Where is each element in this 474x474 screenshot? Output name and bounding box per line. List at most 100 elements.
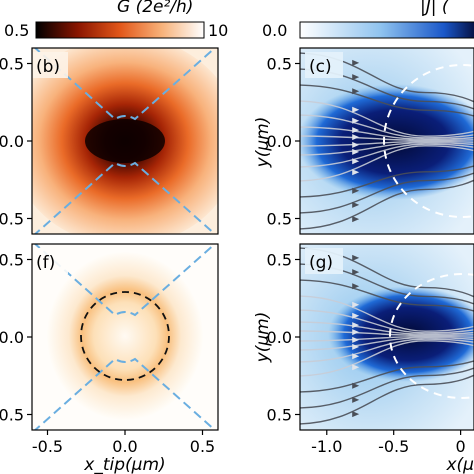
streamline bbox=[300, 374, 474, 425]
panel-f-x-axis-label: x_tip(µm) bbox=[83, 455, 165, 474]
streamline bbox=[300, 367, 474, 409]
streamline bbox=[300, 84, 474, 117]
streamline-arrow bbox=[352, 353, 360, 360]
streamline-arrow bbox=[352, 127, 360, 134]
gate-outline bbox=[33, 244, 217, 430]
streamline-arrow bbox=[352, 187, 360, 194]
streamline-arrow bbox=[352, 283, 360, 290]
x-tick-label: 0.0 bbox=[112, 437, 137, 456]
streamline bbox=[300, 172, 474, 214]
streamline bbox=[300, 335, 474, 342]
y-tick-label: 0.0 bbox=[0, 132, 24, 151]
streamline-arrow bbox=[352, 396, 360, 403]
streamline-arrow bbox=[352, 269, 360, 276]
panel-f: 0.5 0.0 0.5 -0.5 0.0 0.5 bbox=[0, 243, 219, 456]
current-colorbar-min: 0.0 bbox=[262, 21, 287, 40]
panel-g: 0.5 0.0 0.5 -1.0 -0.5 0 bbox=[267, 243, 474, 456]
conductance-colorbar-min: 0.5 bbox=[4, 21, 29, 40]
streamline bbox=[300, 114, 474, 139]
panel-c-label: (c) bbox=[309, 57, 332, 77]
streamline-arrow bbox=[352, 382, 360, 389]
streamline-arrow bbox=[352, 117, 360, 124]
streamline-arrow bbox=[352, 411, 360, 418]
streamline bbox=[300, 340, 474, 377]
streamline-arrow bbox=[352, 141, 360, 148]
tip-circle bbox=[389, 273, 474, 399]
panel-c: 0.5 0.0 0.5 bbox=[267, 47, 474, 235]
gate-edge bbox=[33, 161, 217, 234]
streamline-arrow bbox=[352, 158, 360, 165]
current-colorbar-gradient bbox=[299, 21, 474, 39]
y-tick-label: 0.5 bbox=[0, 251, 24, 270]
streamline-arrow bbox=[352, 169, 360, 176]
streamline-arrow bbox=[352, 216, 360, 223]
streamline bbox=[300, 135, 474, 142]
conductance-colorbar: G (2e²/h) 0.5 10 bbox=[4, 0, 228, 40]
conductance-colorbar-gradient bbox=[35, 21, 205, 39]
conductance-colorbar-label: G (2e²/h) bbox=[117, 0, 193, 17]
y-tick-label: 0.5 bbox=[0, 55, 24, 74]
streamline-arrow bbox=[352, 329, 360, 336]
streamline bbox=[300, 100, 474, 137]
streamline-arrow bbox=[352, 322, 360, 329]
y-tick-label: 0.5 bbox=[267, 210, 292, 229]
streamline bbox=[300, 330, 474, 337]
y-tick-label: 0.0 bbox=[267, 328, 292, 347]
gate-edge bbox=[33, 48, 217, 121]
panel-b: 0.5 0.0 0.5 bbox=[0, 47, 219, 235]
streamline-arrow bbox=[352, 74, 360, 81]
streamline bbox=[300, 141, 474, 156]
gate-edge bbox=[33, 244, 217, 317]
streamline bbox=[300, 143, 474, 168]
y-tick-label: 0.5 bbox=[0, 210, 24, 229]
x-tick-label: -0.5 bbox=[378, 437, 409, 456]
streamline-arrow bbox=[352, 201, 360, 208]
streamline bbox=[300, 165, 474, 198]
streamline bbox=[300, 338, 474, 363]
current-colorbar: |J| ( 0.0 bbox=[262, 0, 474, 40]
panel-c-y-axis-label: y(µm) bbox=[253, 117, 273, 169]
streamline bbox=[300, 145, 474, 182]
conductance-colorbar-max: 10 bbox=[208, 21, 228, 40]
streamline bbox=[300, 126, 474, 141]
panel-f-label: (f) bbox=[36, 253, 55, 273]
streamline-arrow bbox=[352, 336, 360, 343]
streamline bbox=[300, 179, 474, 230]
streamline bbox=[300, 140, 474, 147]
streamline-arrow bbox=[352, 364, 360, 371]
streamline-arrow bbox=[352, 106, 360, 113]
y-tick-label: 0.5 bbox=[267, 251, 292, 270]
tip-circle bbox=[383, 64, 474, 218]
streamline bbox=[300, 360, 474, 393]
streamline bbox=[300, 309, 474, 334]
panel-b-label: (b) bbox=[36, 57, 60, 77]
panel-g-label: (g) bbox=[309, 253, 333, 273]
streamline-arrow bbox=[352, 301, 360, 308]
x-tick-label: 0 bbox=[456, 437, 466, 456]
streamline bbox=[300, 295, 474, 332]
x-tick-label: -0.5 bbox=[32, 437, 63, 456]
panel-g-x-axis-label: x(µ bbox=[445, 455, 474, 474]
y-tick-label: 0.0 bbox=[0, 328, 24, 347]
streamline-arrow bbox=[352, 254, 360, 261]
panel-g-y-axis-label: y(µm) bbox=[253, 312, 273, 364]
streamline bbox=[300, 336, 474, 351]
streamline-arrow bbox=[352, 312, 360, 319]
y-tick-label: 0.5 bbox=[0, 406, 24, 425]
x-tick-label: 0.5 bbox=[190, 437, 215, 456]
streamline-arrow bbox=[352, 148, 360, 155]
current-colorbar-label: |J| ( bbox=[420, 0, 450, 17]
x-tick-label: -1.0 bbox=[311, 437, 342, 456]
streamline bbox=[300, 279, 474, 312]
dashed-circle bbox=[80, 291, 170, 381]
streamline-arrow bbox=[352, 343, 360, 350]
streamline bbox=[300, 321, 474, 336]
streamline-arrow bbox=[352, 88, 360, 95]
y-tick-label: 0.5 bbox=[267, 55, 292, 74]
gate-edge bbox=[33, 357, 217, 430]
streamline-arrow bbox=[352, 59, 360, 66]
y-tick-label: 0.5 bbox=[267, 406, 292, 425]
gate-outline bbox=[33, 48, 217, 234]
y-tick-label: 0.0 bbox=[267, 132, 292, 151]
